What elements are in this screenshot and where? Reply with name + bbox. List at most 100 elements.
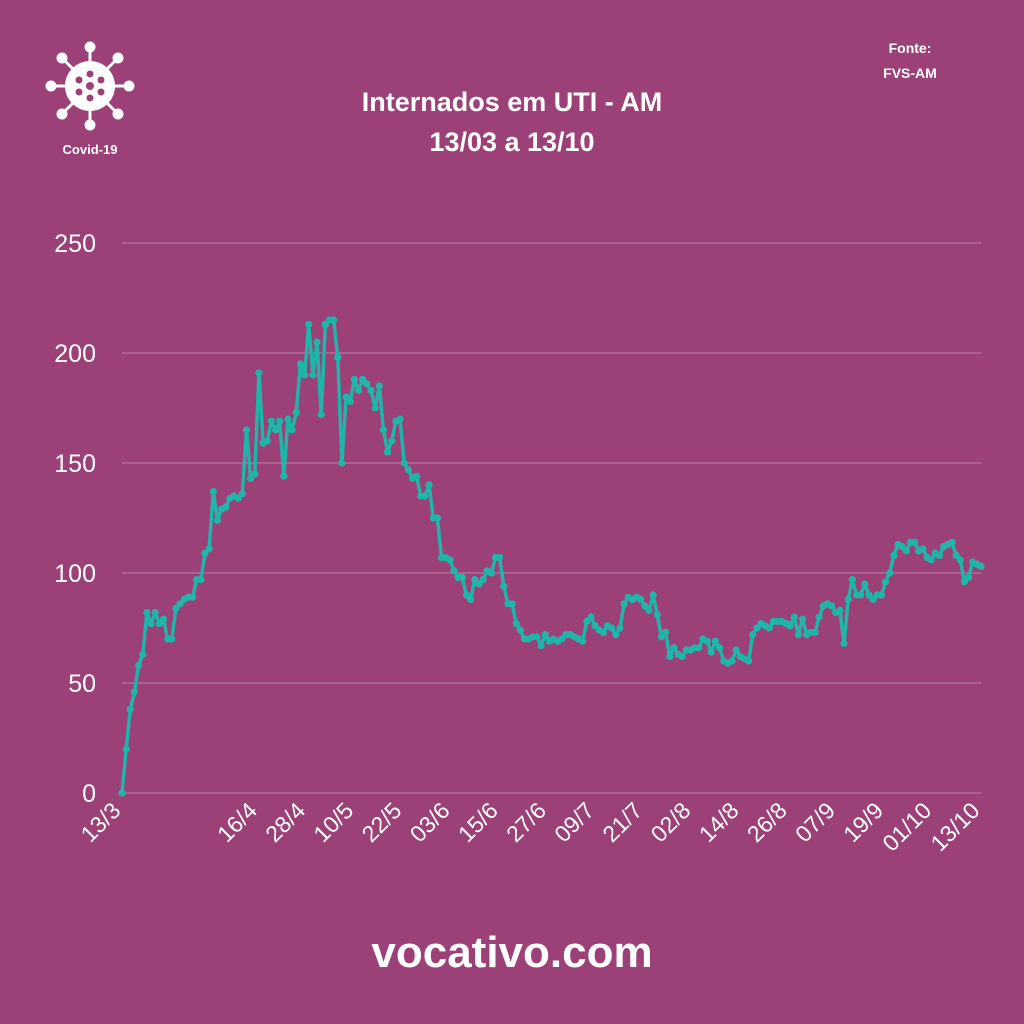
data-point [263, 437, 271, 445]
chart-subtitle: 13/03 a 13/10 [429, 127, 595, 157]
data-point [728, 657, 736, 665]
logo-label: Covid-19 [62, 142, 118, 157]
data-point [151, 609, 159, 617]
data-point [890, 551, 898, 560]
x-tick-label: 15/6 [453, 797, 503, 847]
data-point [292, 408, 300, 416]
data-point [288, 426, 296, 434]
x-tick-label: 03/6 [405, 797, 455, 847]
y-tick-label: 100 [54, 560, 96, 588]
data-point [371, 404, 379, 412]
x-tick-label: 01/10 [877, 797, 936, 856]
data-point [964, 573, 973, 582]
data-point [587, 613, 595, 621]
data-point [276, 417, 284, 425]
data-point [794, 631, 803, 639]
data-point [134, 661, 143, 670]
data-point [500, 582, 508, 590]
x-tick-label: 07/9 [790, 797, 840, 847]
data-point [948, 538, 956, 546]
data-point [284, 415, 292, 423]
data-point [400, 459, 408, 467]
virus-icon [45, 41, 135, 131]
data-point [653, 611, 661, 619]
data-point [935, 551, 944, 560]
data-point [695, 644, 703, 652]
data-point [296, 360, 305, 368]
data-point [765, 624, 773, 632]
data-point [255, 369, 263, 377]
data-point [305, 320, 313, 328]
x-tick-label: 26/8 [742, 797, 792, 847]
data-point [919, 545, 927, 553]
data-point [616, 624, 624, 632]
data-point [828, 602, 836, 610]
data-point [711, 637, 720, 645]
data-point [537, 642, 545, 650]
data-point [848, 576, 856, 584]
data-point [458, 573, 466, 582]
data-point [450, 567, 458, 575]
y-tick-label: 0 [82, 780, 96, 808]
data-point [330, 316, 338, 324]
data-point [309, 371, 317, 379]
data-point [251, 470, 259, 478]
data-point [790, 613, 798, 621]
x-tick-label: 14/8 [694, 797, 744, 847]
y-tick-label: 200 [54, 340, 96, 368]
y-tick-label: 250 [54, 230, 96, 258]
data-point [313, 338, 321, 346]
data-point [670, 644, 678, 652]
data-point [379, 426, 388, 434]
data-point [139, 650, 147, 659]
data-point [242, 426, 251, 434]
data-point [703, 637, 711, 645]
data-point [271, 426, 280, 434]
data-point [118, 789, 126, 797]
data-point [388, 437, 396, 445]
data-point [902, 547, 910, 555]
data-point [707, 648, 715, 656]
data-point [512, 620, 520, 628]
source-value: FVS-AM [883, 65, 937, 81]
data-point [126, 705, 134, 714]
data-point [267, 417, 275, 425]
data-point [877, 591, 886, 599]
data-point [599, 628, 607, 637]
data-point [857, 591, 865, 599]
data-point [749, 631, 757, 639]
data-point [354, 386, 363, 394]
data-point [168, 635, 176, 643]
data-point [280, 472, 288, 480]
data-point [836, 606, 844, 615]
data-point [350, 375, 358, 383]
data-point [375, 382, 383, 390]
data-point [541, 631, 549, 639]
data-point [844, 595, 852, 604]
data-point [396, 415, 404, 423]
y-tick-label: 150 [54, 450, 96, 478]
data-point [334, 353, 342, 361]
data-point [666, 653, 674, 661]
data-point [404, 466, 412, 474]
data-point [715, 644, 724, 652]
data-point [508, 600, 516, 608]
x-tick-label: 13/10 [925, 797, 984, 856]
data-point [367, 386, 375, 394]
data-point [811, 628, 819, 637]
data-point [338, 459, 346, 467]
data-point [977, 562, 985, 571]
data-point [840, 639, 848, 648]
series-line [120, 318, 982, 794]
data-point [147, 620, 155, 628]
data-point [612, 631, 620, 639]
data-point [881, 578, 890, 586]
data-point [188, 593, 197, 601]
data-point [533, 633, 541, 641]
x-tick-label: 27/6 [501, 797, 551, 847]
source: Fonte: FVS-AM [840, 36, 980, 86]
data-point [413, 472, 421, 480]
data-point [786, 622, 794, 630]
data-point [446, 556, 454, 564]
